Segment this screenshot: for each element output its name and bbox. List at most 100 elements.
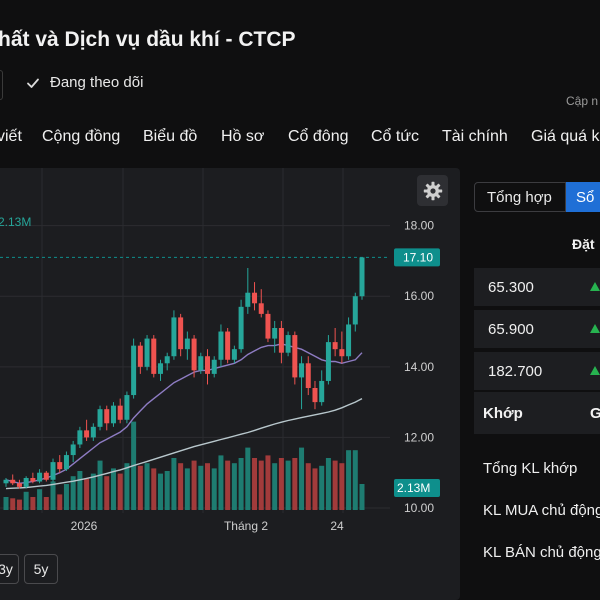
order-row: 182.700	[474, 352, 600, 390]
volume-bar	[198, 465, 204, 510]
volume-bar	[205, 463, 211, 510]
volume-bar	[178, 463, 184, 510]
volume-bar	[252, 458, 258, 510]
volume-bar	[164, 471, 170, 510]
main-tabs: viết Cộng đồng Biểu đồ Hồ sơ Cổ đông Cổ …	[0, 128, 600, 152]
candle	[299, 363, 305, 378]
candle	[104, 409, 110, 424]
candle	[332, 342, 338, 350]
candle	[131, 345, 137, 396]
candle	[245, 292, 251, 307]
chart-panel: 18.00 16.00 14.00 12.00 10.00 17.10 2.13M 2.13M…	[0, 168, 460, 600]
volume-bar	[3, 497, 9, 510]
candle	[191, 338, 197, 371]
price-tick-label: 16.00	[404, 289, 434, 303]
volume-bar	[285, 460, 291, 510]
tab-financials[interactable]: Tài chính	[442, 128, 508, 145]
candle	[50, 462, 56, 480]
tab-profile[interactable]: Hồ sơ	[221, 128, 265, 145]
volume-bar	[63, 484, 69, 510]
candle	[325, 342, 331, 381]
price-tick-label: 18.00	[404, 219, 434, 233]
partial-button[interactable]	[0, 70, 3, 100]
candle	[37, 472, 43, 482]
volume-bar	[30, 497, 36, 510]
chart-settings-button[interactable]	[417, 175, 448, 206]
candle	[63, 455, 69, 470]
tab-summary[interactable]: Tổng hợp	[474, 182, 566, 212]
candle	[258, 303, 264, 314]
volume-bar	[37, 489, 43, 510]
candle	[265, 313, 271, 339]
range-5y-button[interactable]: 5y	[24, 554, 58, 584]
tab-dividends[interactable]: Cổ tức	[371, 128, 420, 145]
tab-order-book[interactable]: Sổ	[566, 182, 600, 212]
match-col2-label: G	[590, 405, 600, 422]
tab-chart[interactable]: Biểu đồ	[143, 128, 198, 145]
candle	[157, 363, 163, 374]
volume-bar	[23, 491, 29, 510]
price-tick-label: 12.00	[404, 430, 434, 444]
volume-badge-label: 2.13M	[397, 481, 430, 495]
volume-bar	[319, 465, 325, 510]
volume-bar	[10, 498, 16, 510]
candle	[151, 338, 157, 374]
arrow-up-icon	[590, 366, 600, 375]
volume-bar	[346, 450, 352, 510]
volume-bar	[292, 458, 298, 510]
volume-bar	[144, 463, 150, 510]
volume-bar	[359, 484, 365, 510]
gear-icon	[423, 181, 442, 200]
candle	[319, 380, 325, 403]
volume-bar	[43, 497, 49, 510]
tab-community[interactable]: Cộng đồng	[42, 128, 121, 145]
candle	[30, 478, 36, 482]
candle	[198, 356, 204, 371]
tab-news[interactable]: viết	[0, 128, 22, 145]
candle	[164, 356, 170, 364]
arrow-up-icon	[590, 282, 600, 291]
volume-bar	[104, 476, 110, 510]
follow-button[interactable]: Đang theo dõi	[26, 74, 143, 91]
range-3y-button[interactable]: 3y	[0, 554, 19, 584]
volume-top-label: 2.13M	[0, 215, 31, 229]
updated-label: Cập n	[566, 94, 599, 108]
candle	[97, 409, 103, 427]
price-badge-label: 17.10	[403, 250, 433, 264]
volume-bar	[84, 478, 90, 510]
volume-bar	[184, 468, 190, 510]
volume-bar	[231, 463, 237, 510]
candle	[184, 338, 190, 350]
price-tick-label: 14.00	[404, 360, 434, 374]
ma-short-line	[5, 343, 363, 485]
match-label: Khớp	[483, 405, 523, 422]
check-icon	[27, 78, 39, 88]
volume-bar	[218, 455, 224, 510]
volume-bar	[339, 463, 345, 510]
candle	[23, 478, 29, 487]
stat-active-sell: KL BÁN chủ động	[483, 544, 600, 561]
candle	[225, 331, 231, 360]
trading-panel: Tổng hợp Sổ Đặt 65.300 65.900 182.700 Kh…	[474, 182, 600, 600]
price-badge	[394, 248, 440, 267]
order-volume: 182.700	[488, 362, 543, 380]
candle	[292, 335, 298, 378]
tab-shareholders[interactable]: Cổ đông	[288, 128, 349, 145]
tab-price-history[interactable]: Giá quá k	[531, 128, 600, 145]
price-tick-label: 10.00	[404, 501, 434, 515]
candle	[16, 483, 22, 487]
candle	[84, 430, 90, 438]
candle	[218, 331, 224, 360]
candle	[137, 345, 143, 367]
volume-bar	[278, 458, 284, 510]
volume-bar	[90, 473, 96, 510]
candle	[305, 363, 311, 388]
volume-bar	[97, 460, 103, 510]
follow-label: Đang theo dõi	[50, 74, 144, 91]
price-chart[interactable]: 18.00 16.00 14.00 12.00 10.00 17.10 2.13M 2.13M…	[0, 168, 460, 600]
volume-bar	[238, 458, 244, 510]
volume-bar	[124, 463, 130, 510]
candle	[211, 359, 217, 374]
candle	[285, 335, 291, 353]
volume-bar	[70, 476, 76, 510]
